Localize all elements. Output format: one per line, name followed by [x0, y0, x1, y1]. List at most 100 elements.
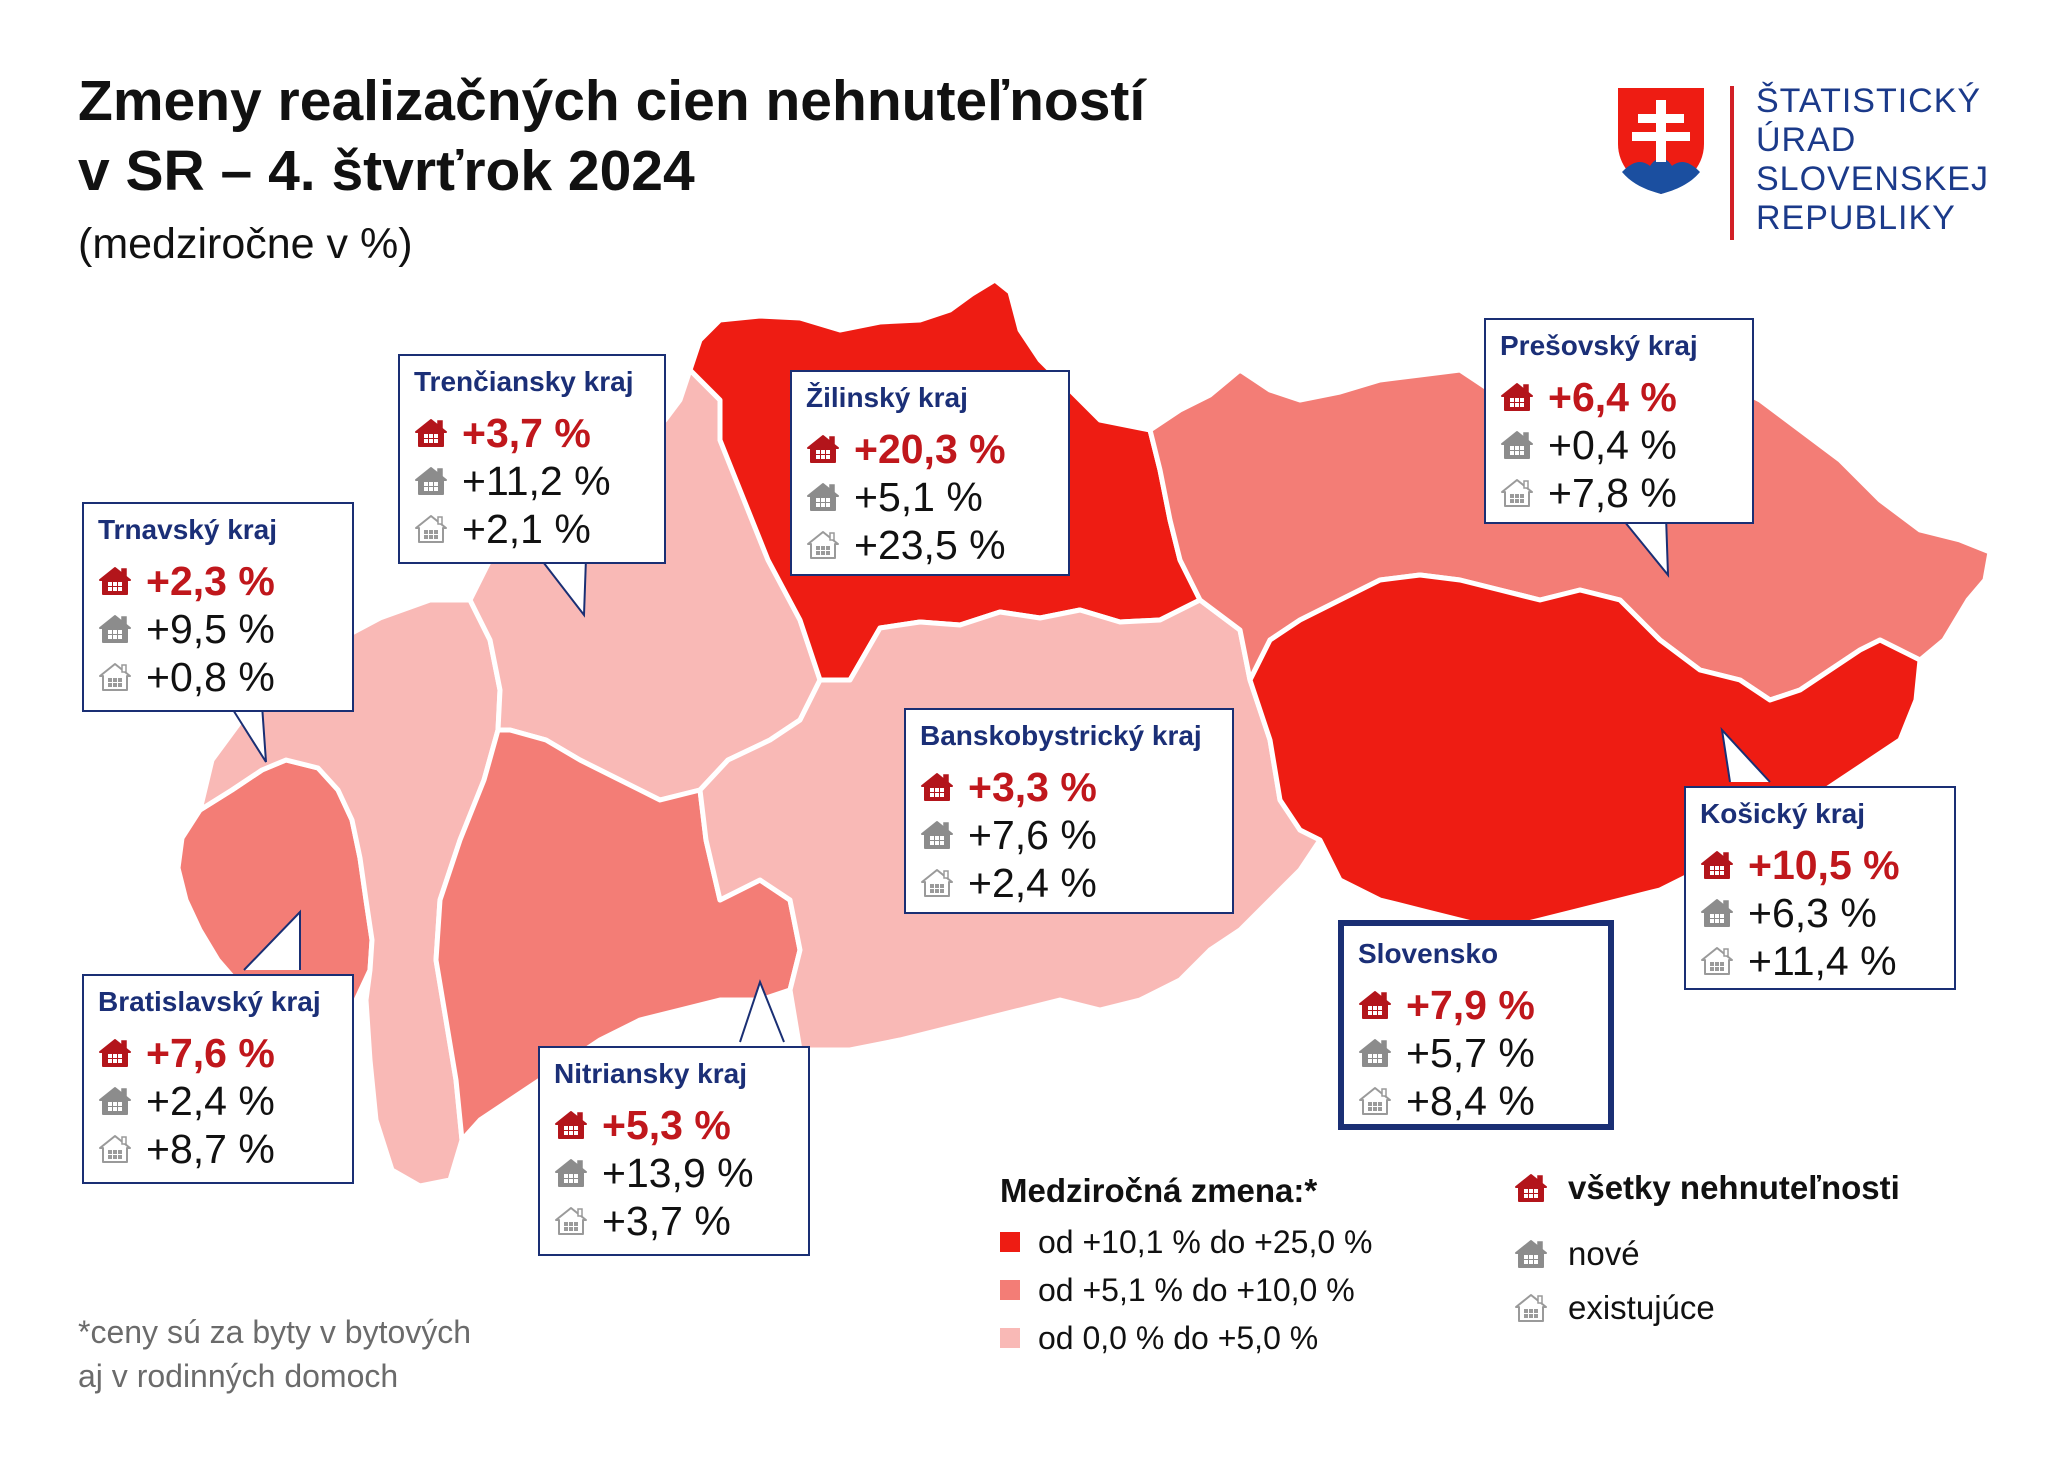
logo-line-4: REPUBLIKY — [1756, 199, 1956, 237]
region-existing-value: +0,8 % — [146, 653, 275, 700]
region-box-bratislava: Bratislavský kraj +7,6 % +2,4 % +8,7 % — [82, 974, 354, 1184]
region-all-value: +10,5 % — [1748, 841, 1900, 888]
footnote-line-2: aj v rodinných domoch — [78, 1358, 399, 1394]
house-new-icon — [1358, 1038, 1392, 1068]
region-all-value: +3,3 % — [968, 763, 1097, 810]
region-existing-row: +2,4 % — [920, 860, 1097, 906]
coat-of-arms-icon — [1618, 88, 1704, 194]
house-new-icon — [806, 482, 840, 512]
house-existing-icon — [98, 1134, 132, 1164]
region-new-value: +9,5 % — [146, 605, 275, 652]
region-box-kosice: Košický kraj +10,5 % +6,3 % +11,4 % — [1684, 786, 1956, 990]
region-all-row: +2,3 % — [98, 558, 275, 604]
house-all-icon — [414, 418, 448, 448]
region-all-value: +2,3 % — [146, 557, 275, 604]
region-existing-value: +3,7 % — [602, 1197, 731, 1244]
region-existing-value: +11,4 % — [1748, 937, 1897, 984]
region-new-value: +5,1 % — [854, 473, 983, 520]
region-all-value: +5,3 % — [602, 1101, 731, 1148]
house-all-icon — [1358, 990, 1392, 1020]
region-name: Nitriansky kraj — [554, 1058, 747, 1089]
region-existing-value: +2,4 % — [968, 859, 1097, 906]
region-name: Trenčiansky kraj — [414, 366, 634, 397]
pointer-presov — [1619, 515, 1670, 578]
region-box-nitra: Nitriansky kraj +5,3 % +13,9 % +3,7 % — [538, 1046, 810, 1256]
region-all-row: +10,5 % — [1700, 842, 1900, 888]
region-existing-row: +11,4 % — [1700, 938, 1897, 984]
logo-line-3: SLOVENSKEJ — [1756, 160, 1989, 198]
footnote: *ceny sú za byty v bytových aj v rodinný… — [78, 1310, 471, 1398]
logo-divider — [1730, 86, 1734, 240]
pointer-trencin — [539, 557, 587, 618]
slovakia-existing-value: +8,4 % — [1406, 1077, 1535, 1124]
statistical-office-logo: ŠTATISTICKÝ ÚRAD SLOVENSKEJ REPUBLIKY — [1616, 82, 2006, 246]
house-all-icon — [554, 1110, 588, 1140]
house-new-icon — [98, 614, 132, 644]
region-existing-value: +2,1 % — [462, 505, 591, 552]
region-all-row: +3,3 % — [920, 764, 1097, 810]
region-name: Banskobystrický kraj — [920, 720, 1202, 751]
region-all-row: +6,4 % — [1500, 374, 1677, 420]
pointer-bratislava — [243, 909, 301, 971]
logo-line-1: ŠTATISTICKÝ — [1756, 82, 1982, 120]
house-all-icon — [806, 434, 840, 464]
region-existing-value: +8,7 % — [146, 1125, 275, 1172]
legend-label-mid: od +5,1 % do +10,0 % — [1038, 1271, 1355, 1308]
house-all-icon — [98, 566, 132, 596]
region-new-row: +6,3 % — [1700, 890, 1877, 936]
legend-item-low: od 0,0 % do +5,0 % — [1000, 1318, 1318, 1358]
region-existing-row: +0,8 % — [98, 654, 275, 700]
legend-swatch-high — [1000, 1232, 1020, 1252]
slovakia-new-value: +5,7 % — [1406, 1029, 1535, 1076]
page-subtitle: (medziročne v %) — [78, 220, 413, 268]
legend-item-high: od +10,1 % do +25,0 % — [1000, 1222, 1372, 1262]
region-existing-value: +23,5 % — [854, 521, 1006, 568]
region-new-row: +13,9 % — [554, 1150, 754, 1196]
region-new-row: +0,4 % — [1500, 422, 1677, 468]
house-new-icon — [554, 1158, 588, 1188]
region-box-trencin: Trenčiansky kraj +3,7 % +11,2 % +2,1 % — [398, 354, 666, 564]
region-nitra[interactable] — [433, 727, 803, 1143]
logo-text: ŠTATISTICKÝ ÚRAD SLOVENSKEJ REPUBLIKY — [1756, 82, 1989, 238]
house-new-icon — [98, 1086, 132, 1116]
region-new-row: +2,4 % — [98, 1078, 275, 1124]
house-existing-icon — [414, 514, 448, 544]
region-all-row: +5,3 % — [554, 1102, 731, 1148]
house-all-icon — [1500, 382, 1534, 412]
icon-legend-new: nové — [1514, 1232, 1640, 1276]
region-new-row: +5,1 % — [806, 474, 983, 520]
house-existing-icon — [1500, 478, 1534, 508]
region-new-value: +11,2 % — [462, 457, 611, 504]
region-existing-row: +2,1 % — [414, 506, 591, 552]
legend-swatch-mid — [1000, 1280, 1020, 1300]
region-new-value: +7,6 % — [968, 811, 1097, 858]
icon-legend-existing-label: existujúce — [1568, 1289, 1715, 1326]
region-new-value: +2,4 % — [146, 1077, 275, 1124]
pointer-kosice — [1720, 726, 1771, 783]
region-new-row: +9,5 % — [98, 606, 275, 652]
legend-label-high: od +10,1 % do +25,0 % — [1038, 1223, 1373, 1260]
icon-legend-all: všetky nehnuteľnosti — [1514, 1166, 1900, 1210]
region-box-bbystrica: Banskobystrický kraj +3,3 % +7,6 % +2,4 % — [904, 708, 1234, 914]
house-existing-icon — [554, 1206, 588, 1236]
region-new-value: +0,4 % — [1548, 421, 1677, 468]
house-all-icon — [98, 1038, 132, 1068]
region-existing-value: +7,8 % — [1548, 469, 1677, 516]
region-box-presov: Prešovský kraj +6,4 % +0,4 % +7,8 % — [1484, 318, 1754, 524]
pointer-trnava — [229, 704, 267, 763]
logo-line-2: ÚRAD — [1756, 121, 1857, 159]
region-new-row: +11,2 % — [414, 458, 611, 504]
house-existing-icon — [1514, 1293, 1548, 1323]
house-all-icon — [1700, 850, 1734, 880]
region-all-row: +20,3 % — [806, 426, 1006, 472]
region-all-value: +3,7 % — [462, 409, 591, 456]
region-existing-row: +23,5 % — [806, 522, 1006, 568]
region-new-value: +13,9 % — [602, 1149, 754, 1196]
title-line-1: Zmeny realizačných cien nehnuteľností — [78, 69, 1146, 133]
icon-legend-new-label: nové — [1568, 1235, 1640, 1272]
region-new-row: +7,6 % — [920, 812, 1097, 858]
region-existing-row: +8,7 % — [98, 1126, 275, 1172]
house-existing-icon — [806, 530, 840, 560]
slovakia-total-box: Slovensko +7,9 % +5,7 % +8,4 % — [1338, 920, 1614, 1130]
page-title: Zmeny realizačných cien nehnuteľností v … — [78, 66, 1145, 206]
